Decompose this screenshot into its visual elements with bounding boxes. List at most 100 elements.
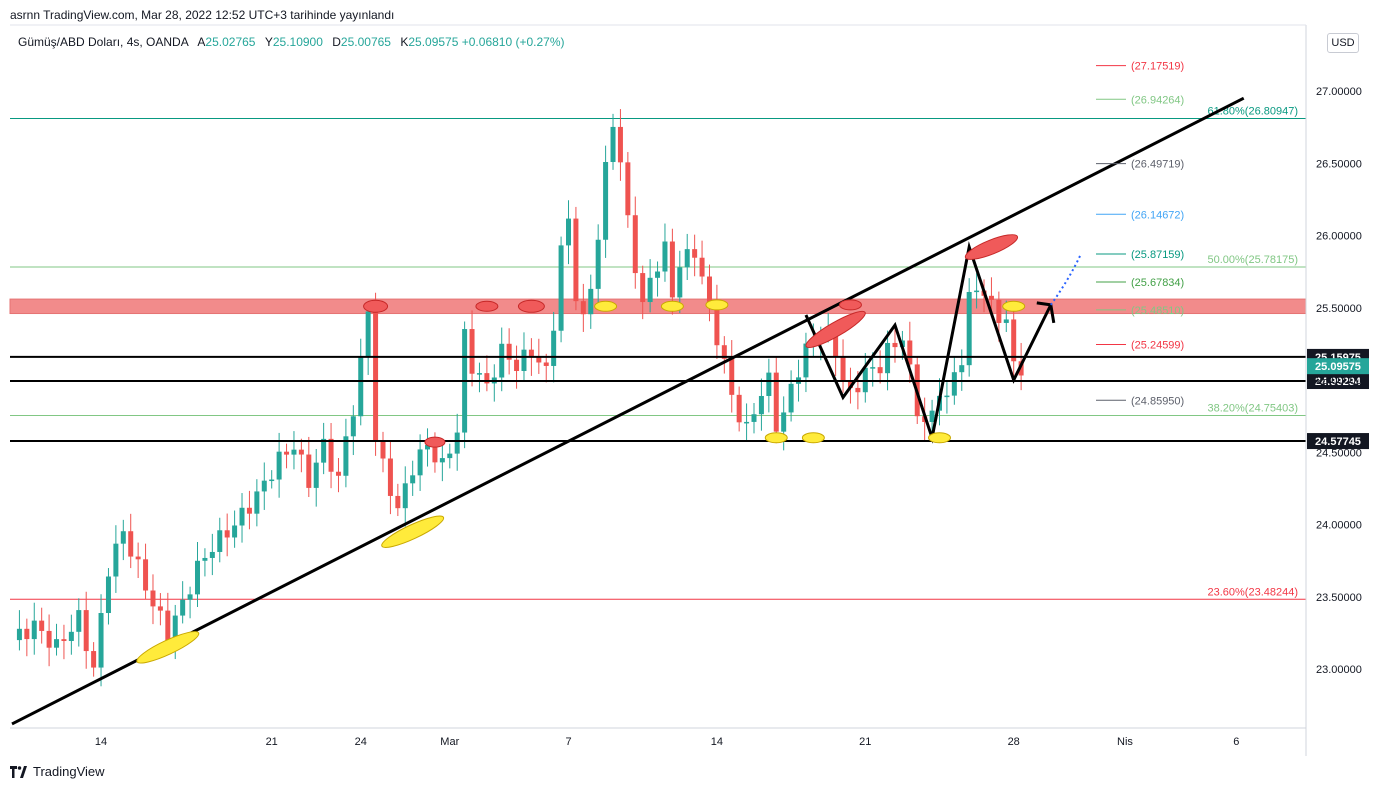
candle-body [447, 453, 453, 459]
candle-body [781, 412, 787, 432]
candle-body [758, 395, 764, 415]
candle-body [870, 367, 876, 369]
touch-point-marker [805, 310, 866, 348]
candle-body [425, 444, 431, 450]
candle-body [373, 311, 379, 442]
candle-body [721, 345, 727, 359]
candle-body [773, 372, 779, 432]
candle-body [959, 365, 965, 373]
open-label: A [197, 35, 206, 49]
candle-body [269, 479, 275, 482]
candle-body [165, 610, 171, 641]
projection-level-label: (24.85950) [1131, 395, 1184, 407]
candle-body [655, 271, 661, 278]
candle-body [24, 628, 30, 640]
candle-body [551, 330, 557, 366]
candle-body [1011, 319, 1017, 362]
candle-body [410, 475, 416, 484]
time-tick-label: 14 [95, 736, 107, 748]
candle-body [306, 454, 312, 488]
candle-body [46, 630, 52, 648]
projection-dotted-path [1049, 253, 1082, 306]
candle-body [847, 380, 853, 388]
price-tick-label: 24.00000 [1316, 520, 1362, 532]
candle-body [313, 462, 319, 488]
candle-body [16, 628, 22, 641]
candle-body [617, 126, 623, 163]
candle-body [751, 414, 757, 422]
time-tick-label: Mar [440, 736, 459, 748]
candle-body [744, 421, 750, 424]
footer-brand[interactable]: TradingView [10, 764, 105, 779]
candle-body [729, 358, 735, 395]
candle-body [877, 367, 883, 374]
candle-body [929, 410, 935, 422]
touch-point-marker [475, 300, 499, 312]
open-value: 25.02765 [205, 35, 256, 49]
candle-body [120, 531, 126, 544]
candle-body [202, 557, 208, 561]
last-price-text: 25.09575 [1315, 361, 1361, 373]
price-tick-label: 25.50000 [1316, 303, 1362, 315]
candle-body [580, 301, 586, 315]
candle-body [128, 531, 134, 557]
candle-body [105, 576, 111, 614]
candle-body [996, 299, 1002, 323]
price-tick-label: 23.00000 [1316, 664, 1362, 676]
candle-body [632, 215, 638, 274]
touch-point-marker [363, 299, 389, 313]
candle-body [788, 383, 794, 413]
candle-body [365, 311, 371, 358]
candle-body [736, 394, 742, 423]
candle-body [246, 507, 252, 514]
candle-body [766, 372, 772, 396]
uptrend-line[interactable] [11, 96, 1245, 726]
candle-body [454, 432, 460, 454]
candle-body [439, 458, 445, 463]
touch-point-marker [764, 432, 788, 444]
touch-point-marker [1002, 300, 1026, 312]
time-tick-label: 7 [565, 736, 571, 748]
time-tick-label: 14 [711, 736, 723, 748]
candle-body [432, 444, 438, 463]
candle-body [684, 249, 690, 268]
candle-body [528, 349, 534, 358]
candle-body [54, 639, 60, 648]
candle-body [951, 372, 957, 396]
projection-level-label: (25.24599) [1131, 339, 1184, 351]
price-label-box [1307, 433, 1369, 450]
candle-body [706, 276, 712, 304]
candle-body [98, 613, 104, 668]
candle-body [840, 357, 846, 381]
fib-level-label: 50.00%(25.78175) [1207, 254, 1298, 266]
candle-body [892, 342, 898, 348]
candle-body [83, 610, 89, 652]
candle-body [974, 290, 980, 293]
currency-button[interactable]: USD [1327, 33, 1359, 53]
candle-body [855, 387, 861, 393]
time-tick-label: 24 [355, 736, 367, 748]
touch-point-marker [928, 432, 951, 444]
candle-body [76, 610, 82, 632]
touch-point-marker [838, 299, 862, 311]
price-tick-label: 26.50000 [1316, 158, 1362, 170]
fib-level-label: 61.80%(26.80947) [1207, 106, 1298, 118]
candle-body [499, 343, 505, 378]
touch-point-marker [705, 299, 729, 311]
candle-body [573, 218, 579, 302]
price-tick-label: 26.00000 [1316, 231, 1362, 243]
candle-body [187, 594, 193, 600]
candle-body [239, 507, 245, 526]
high-label: Y [264, 35, 273, 49]
candle-body [135, 556, 141, 560]
candle-body [291, 449, 297, 455]
projection-level-label: (27.17519) [1131, 61, 1184, 73]
candle-body [276, 451, 282, 480]
candle-body [536, 357, 542, 363]
time-tick-label: 28 [1008, 736, 1020, 748]
candle-body [68, 631, 74, 642]
low-value: 25.00765 [340, 35, 391, 49]
candle-body [195, 560, 200, 595]
candle-body [484, 373, 490, 384]
